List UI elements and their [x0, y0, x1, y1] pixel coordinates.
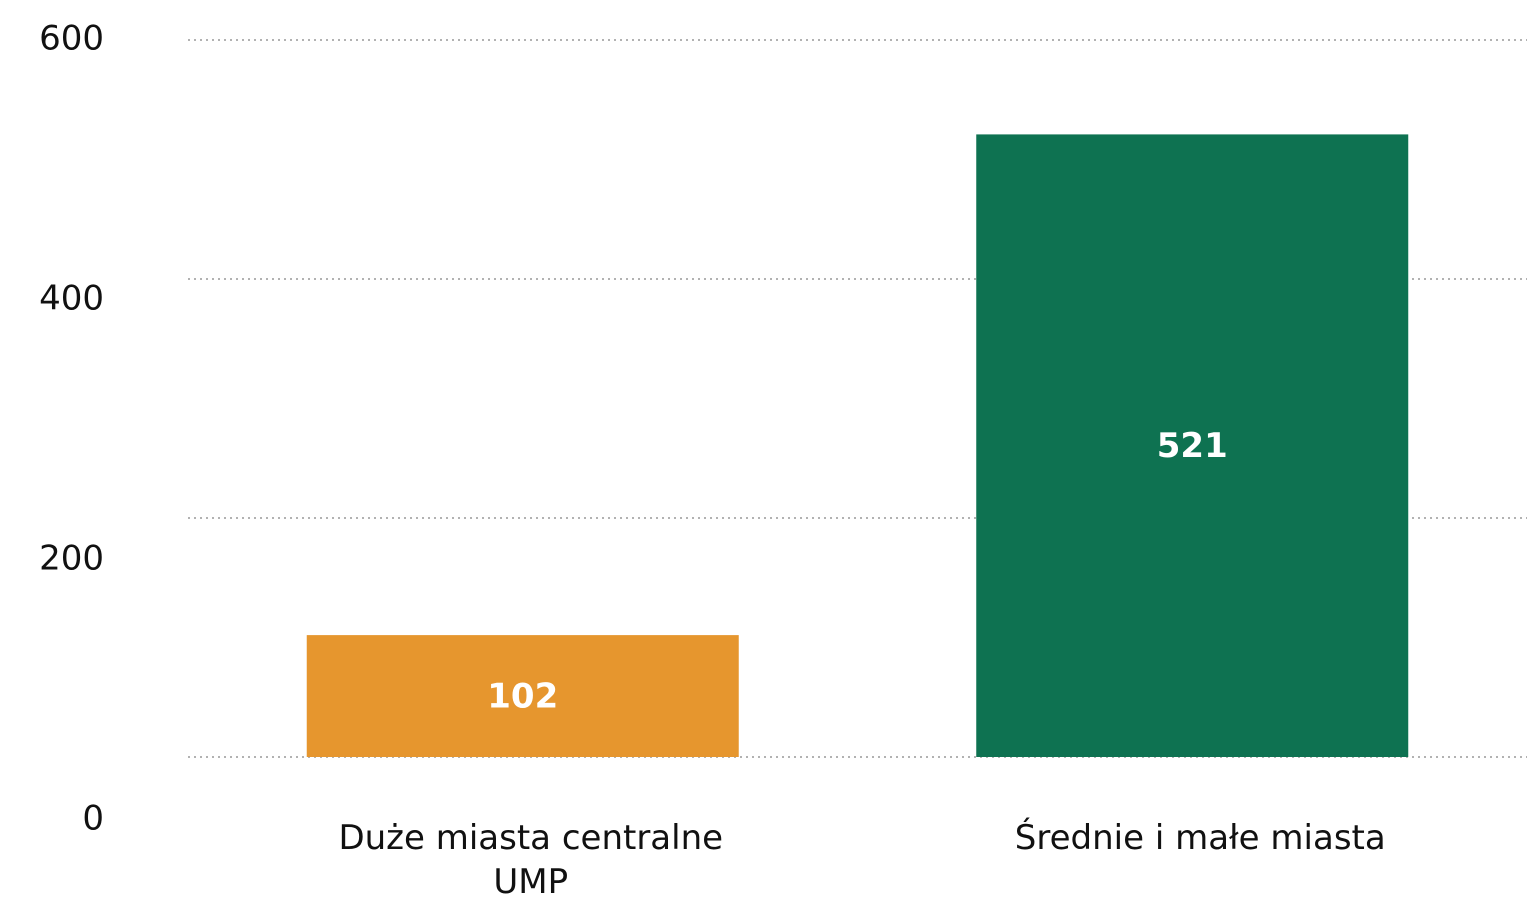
- value-label: 102: [487, 677, 558, 717]
- y-tick-label: 200: [39, 539, 104, 579]
- x-tick-label: Średnie i małe miasta: [1014, 818, 1386, 858]
- bar: [306, 635, 739, 757]
- x-tick-label: Duże miasta centralne UMP: [338, 818, 724, 902]
- bar: [976, 134, 1409, 757]
- value-label: 521: [1157, 426, 1228, 466]
- y-tick-label: 600: [39, 19, 104, 59]
- y-tick-label: 0: [82, 799, 104, 839]
- y-tick-label: 400: [39, 279, 104, 319]
